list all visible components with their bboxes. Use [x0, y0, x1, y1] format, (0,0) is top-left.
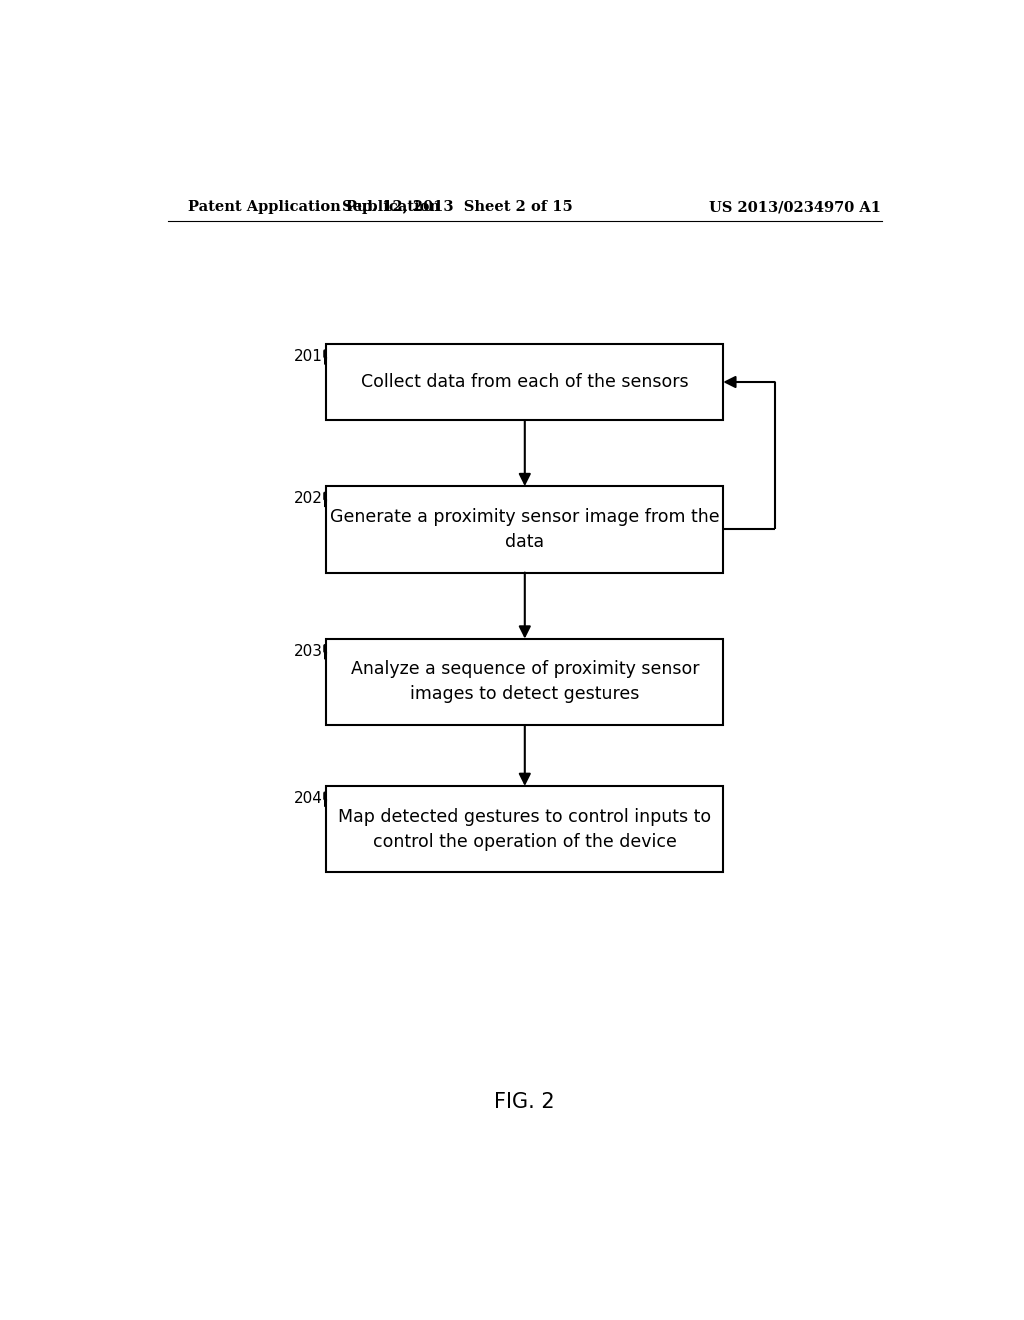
Text: US 2013/0234970 A1: US 2013/0234970 A1: [709, 201, 881, 214]
Text: 201: 201: [294, 348, 323, 364]
Bar: [327, 345, 723, 420]
Bar: [327, 639, 723, 725]
Bar: [327, 785, 723, 873]
Text: 202: 202: [294, 491, 323, 507]
Text: Patent Application Publication: Patent Application Publication: [187, 201, 439, 214]
Text: Collect data from each of the sensors: Collect data from each of the sensors: [361, 374, 688, 391]
Text: 204: 204: [294, 791, 323, 807]
Bar: [327, 486, 723, 573]
Text: Generate a proximity sensor image from the
data: Generate a proximity sensor image from t…: [330, 508, 720, 550]
Text: Map detected gestures to control inputs to
control the operation of the device: Map detected gestures to control inputs …: [338, 808, 712, 850]
Text: 203: 203: [294, 644, 323, 659]
Text: FIG. 2: FIG. 2: [495, 1092, 555, 1111]
Text: Sep. 12, 2013  Sheet 2 of 15: Sep. 12, 2013 Sheet 2 of 15: [342, 201, 572, 214]
Text: Analyze a sequence of proximity sensor
images to detect gestures: Analyze a sequence of proximity sensor i…: [350, 660, 699, 704]
